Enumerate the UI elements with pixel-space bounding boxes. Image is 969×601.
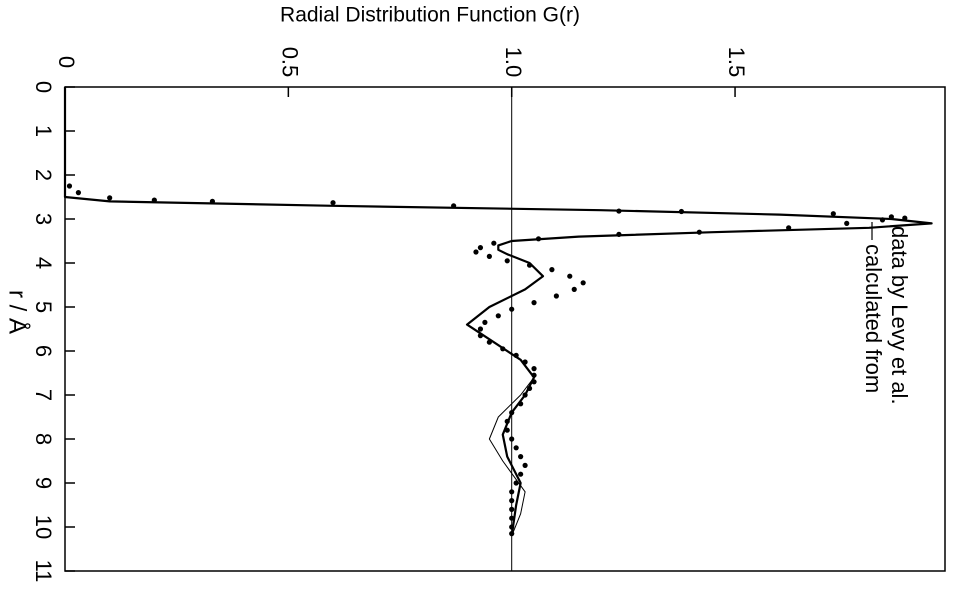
data-point: [535, 236, 542, 242]
data-line: [488, 377, 535, 536]
data-point: [486, 253, 492, 259]
data-point: [504, 418, 510, 424]
data-point: [513, 352, 519, 358]
data-point: [526, 262, 533, 268]
data-point: [500, 346, 506, 352]
data-point: [531, 372, 537, 378]
plot-frame: [64, 86, 946, 572]
r-tick-label: 10: [31, 515, 56, 539]
data-point: [509, 410, 515, 416]
data-point: [75, 190, 82, 196]
data-point: [495, 313, 501, 319]
r-tick-label: 3: [31, 213, 56, 225]
data-point: [509, 306, 515, 312]
data-point: [513, 445, 519, 451]
data-point: [580, 280, 586, 286]
data-point: [509, 524, 515, 530]
data-point: [66, 183, 73, 189]
g-tick-label: 1.0: [501, 47, 526, 78]
r-tick-label: 5: [31, 301, 56, 313]
data-point: [567, 273, 573, 279]
data-point: [616, 208, 622, 214]
x-axis-label: r / Å: [4, 290, 32, 334]
data-point: [509, 436, 515, 442]
data-point: [509, 489, 515, 495]
r-tick-label: 6: [31, 345, 56, 357]
data-point: [518, 471, 524, 477]
data-line: [63, 87, 933, 536]
data-point: [509, 498, 515, 504]
data-point: [526, 385, 533, 391]
r-tick-label: 11: [31, 560, 56, 583]
data-point: [902, 215, 908, 221]
annotation: data by Levy et al.: [887, 226, 912, 405]
data-point: [107, 195, 113, 201]
data-point: [482, 319, 488, 325]
data-point: [844, 220, 850, 226]
g-tick-label: 0: [54, 56, 79, 68]
data-point: [549, 267, 555, 273]
data-point: [151, 197, 157, 203]
data-point: [518, 454, 524, 460]
data-point: [531, 379, 537, 385]
data-point: [486, 339, 492, 345]
data-point: [571, 286, 577, 292]
data-point: [531, 300, 537, 306]
data-point: [504, 427, 510, 433]
r-tick-label: 1: [31, 125, 56, 137]
data-point: [509, 515, 515, 521]
data-point: [696, 229, 702, 235]
data-point: [513, 480, 519, 486]
g-tick-label: 0.5: [278, 47, 303, 78]
data-point: [522, 462, 528, 468]
annotation: calculated from: [861, 244, 886, 393]
data-point: [477, 326, 484, 332]
data-point: [616, 231, 622, 237]
r-tick-label: 4: [31, 257, 56, 269]
data-point: [504, 258, 510, 264]
data-point: [209, 198, 216, 204]
data-point: [888, 214, 894, 220]
data-point: [473, 249, 479, 255]
r-tick-label: 2: [31, 169, 56, 181]
g-tick-label: 1.5: [724, 47, 749, 78]
data-point: [678, 208, 685, 215]
r-tick-label: 9: [31, 477, 56, 489]
data-point: [451, 203, 457, 209]
data-point: [786, 225, 792, 231]
data-point: [518, 401, 524, 407]
data-point: [477, 333, 484, 339]
data-point: [879, 217, 886, 223]
data-point: [531, 366, 537, 372]
r-tick-label: 8: [31, 433, 56, 445]
data-point: [330, 200, 336, 206]
r-tick-label: 7: [31, 389, 56, 401]
data-point: [553, 293, 559, 299]
data-point: [522, 359, 528, 365]
data-point: [522, 392, 528, 398]
r-tick-label: 0: [31, 81, 56, 93]
data-point: [491, 240, 497, 246]
data-point: [509, 506, 515, 512]
data-point: [509, 531, 515, 537]
data-point: [477, 245, 484, 251]
data-point: [830, 211, 836, 217]
chart-title: Radial Distribution Function G(r): [280, 4, 580, 27]
